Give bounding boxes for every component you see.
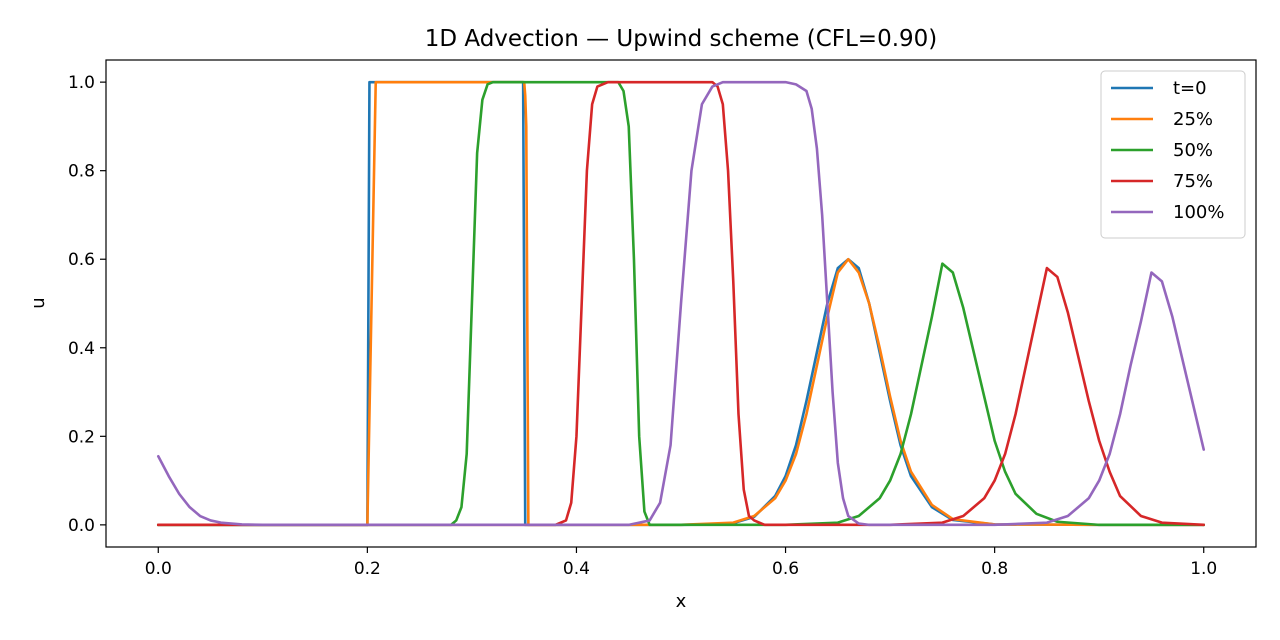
plot-frame <box>105 59 1257 548</box>
legend-label-0: t=0 <box>1173 78 1207 99</box>
y-tick-label: 1.0 <box>68 73 95 93</box>
axis-ticks: 0.0 0.2 0.4 0.6 0.8 1.0 0.0 0.2 0.4 0.6 0.8 1.0 <box>68 73 1217 579</box>
y-axis-label: u <box>28 297 49 308</box>
x-tick-label: 0.8 <box>981 559 1008 579</box>
legend-label-2: 50% <box>1173 140 1213 161</box>
x-tick-label: 0.0 <box>145 559 172 579</box>
legend-label-4: 100% <box>1173 202 1224 223</box>
y-tick-label: 0.6 <box>68 250 95 270</box>
x-tick-label: 0.2 <box>354 559 381 579</box>
x-tick-label: 1.0 <box>1190 559 1217 579</box>
chart-title: 1D Advection — Upwind scheme (CFL=0.90) <box>425 26 938 52</box>
series-line-4 <box>156 80 1206 527</box>
y-tick-label: 0.2 <box>68 427 95 447</box>
y-tick-label: 0.0 <box>68 516 95 536</box>
x-tick-label: 0.6 <box>772 559 799 579</box>
y-tick-label: 0.4 <box>68 339 95 359</box>
x-tick-label: 0.4 <box>563 559 590 579</box>
legend-label-1: 25% <box>1173 109 1213 130</box>
plot-area <box>156 80 1206 527</box>
series-line-1 <box>156 80 1206 527</box>
legend: t=0 25% 50% 75% 100% <box>1100 70 1246 239</box>
legend-box <box>1100 70 1246 239</box>
x-axis-label: x <box>676 591 687 612</box>
y-tick-label: 0.8 <box>68 162 95 182</box>
legend-label-3: 75% <box>1173 171 1213 192</box>
series-line-0 <box>156 80 1206 527</box>
series-line-2 <box>156 80 1206 527</box>
series-line-3 <box>156 80 1206 527</box>
